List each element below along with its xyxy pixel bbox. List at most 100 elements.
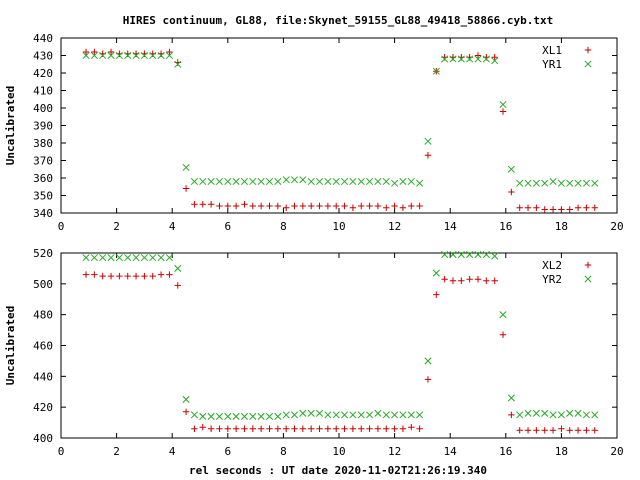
data-point [274,202,282,210]
data-point [90,51,98,60]
legend-marker [584,60,592,68]
legend-marker [584,275,592,283]
data-point [107,48,115,56]
data-point [224,177,232,186]
data-point [566,179,574,187]
data-point [249,425,257,432]
data-point [524,204,532,211]
data-point [357,411,365,419]
data-point [558,206,565,213]
data-point [299,202,307,210]
data-point [358,425,365,432]
data-point [266,202,273,210]
data-point [157,254,165,262]
y-tick-label: 390 [33,120,53,133]
data-point [491,54,498,61]
data-point [482,55,490,63]
data-point [282,204,290,211]
data-point [249,412,257,420]
data-point [449,250,457,259]
data-point [165,254,173,262]
data-point [299,409,307,417]
data-point [549,177,557,186]
data-point [199,201,206,208]
y-tick-label: 350 [33,190,53,203]
data-point [249,202,257,210]
data-point [149,51,157,60]
data-point [308,202,315,210]
data-point [157,51,165,60]
data-point [174,264,182,272]
data-point [149,254,157,262]
data-point [566,206,573,213]
y-tick-label: 440 [33,32,53,45]
data-point [591,411,599,419]
data-point [316,425,323,432]
data-point [574,427,582,434]
data-point [466,55,474,63]
data-point [282,425,290,432]
data-point [174,282,181,289]
data-point [82,51,90,60]
data-point [449,277,457,284]
data-point [341,411,349,419]
data-point [140,254,148,262]
data-point [441,55,449,63]
data-point [324,425,332,432]
data-point [532,409,540,417]
y-tick-label: 380 [33,137,53,150]
data-point [516,179,524,187]
data-point [274,425,282,432]
data-point [557,179,565,187]
data-point [399,425,407,432]
legend-label: XL1 [542,44,562,57]
data-point [399,177,407,186]
data-point [207,177,215,186]
data-point [324,411,332,419]
data-point [224,202,231,210]
legend-marker [584,46,592,54]
data-point [332,177,340,186]
data-point [224,412,232,420]
data-point [507,165,515,173]
data-point [182,185,190,192]
y-tick-label: 460 [33,340,53,353]
x-tick-label: 16 [499,220,512,233]
x-tick-label: 20 [610,220,623,233]
data-point [591,179,599,187]
data-point [349,177,357,186]
data-point [190,411,198,419]
legend-label: YR1 [542,58,562,71]
data-point [132,254,140,262]
data-point [391,179,399,187]
x-axis-label: rel seconds : UT date 2020-11-02T21:26:1… [189,464,487,477]
data-point [408,202,415,210]
data-point [91,271,98,278]
data-point [558,425,565,432]
data-point [91,48,98,56]
series-xl2 [82,271,598,434]
data-point [366,425,373,432]
data-point [483,277,490,284]
data-point [366,411,374,419]
data-point [474,276,482,283]
data-point [441,250,449,259]
y-axis-label: Uncalibrated [4,306,17,385]
data-point [382,177,390,186]
data-point [182,408,190,415]
data-point [99,51,107,60]
data-point [524,179,532,187]
data-point [241,425,248,432]
data-point [291,425,298,432]
data-point [232,202,240,210]
data-point [207,425,215,432]
data-point [341,425,348,432]
data-point [90,254,98,262]
x-tick-label: 0 [58,445,65,458]
data-point [391,425,398,432]
x-tick-label: 14 [444,220,458,233]
data-point [432,269,440,277]
data-point [449,55,457,63]
data-point [324,202,332,210]
data-point [349,204,357,211]
